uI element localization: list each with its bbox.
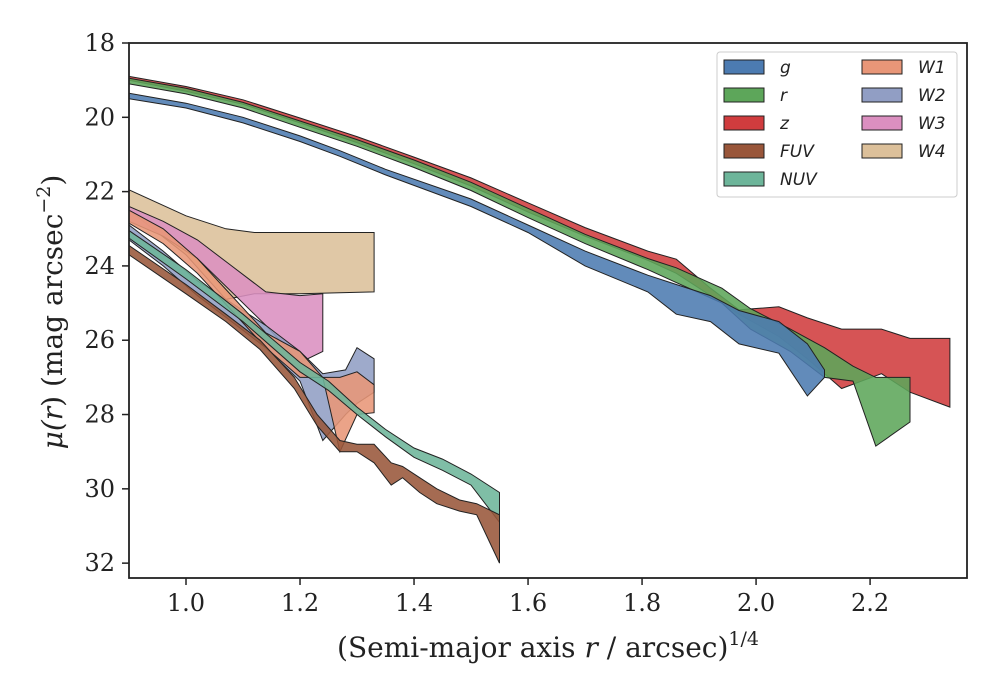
legend-label-g: g bbox=[780, 58, 791, 78]
x-tick-label: 1.6 bbox=[509, 589, 547, 617]
x-tick-label: 1.2 bbox=[281, 589, 319, 617]
legend-swatch-w4 bbox=[861, 143, 903, 159]
legend-swatch-w3 bbox=[861, 115, 903, 131]
band-fuv bbox=[129, 244, 500, 564]
y-tick-label: 32 bbox=[84, 549, 115, 577]
legend-swatch-r bbox=[723, 87, 765, 103]
y-tick-label: 18 bbox=[84, 29, 115, 57]
x-tick-label: 2.2 bbox=[851, 589, 889, 617]
legend-label-w3: W3 bbox=[918, 114, 946, 134]
legend-label-z: z bbox=[779, 114, 790, 134]
legend-label-fuv: FUV bbox=[780, 142, 815, 162]
legend-label-nuv: NUV bbox=[780, 170, 818, 190]
x-tick-label: 1.4 bbox=[395, 589, 433, 617]
x-tick-label: 1.0 bbox=[167, 589, 205, 617]
chart-axes: 1.0 1.2 1.4 1.6 1.8 2.0 2.2 18 20 22 24 26 28 30 32 bbox=[84, 29, 968, 617]
legend-swatch-z bbox=[723, 115, 765, 131]
legend-label-r: r bbox=[780, 86, 788, 106]
band-w1 bbox=[129, 209, 375, 454]
legend-swatch-g bbox=[723, 59, 765, 75]
chart-bands bbox=[129, 75, 951, 564]
legend-label-w4: W4 bbox=[918, 142, 946, 162]
y-axis-label: μ(r) (mag arcsec−2) bbox=[33, 175, 69, 450]
y-tick-label: 20 bbox=[84, 103, 115, 131]
legend-label-w1: W1 bbox=[918, 58, 946, 78]
chart-legend: grz FUV NUV W1 W2 W3 W4 bbox=[716, 51, 958, 198]
y-tick-label: 22 bbox=[84, 178, 115, 206]
legend-swatch-nuv bbox=[723, 171, 765, 187]
y-tick-label: 28 bbox=[84, 401, 115, 429]
band-r bbox=[129, 77, 911, 447]
y-tick-label: 24 bbox=[84, 252, 115, 280]
legend-swatch-fuv bbox=[723, 143, 765, 159]
x-tick-label: 1.8 bbox=[623, 589, 661, 617]
y-tick-label: 26 bbox=[84, 326, 115, 354]
band-g bbox=[129, 92, 825, 397]
x-tick-label: 2.0 bbox=[737, 589, 775, 617]
x-axis-label: (Semi-major axis r / arcsec)1/4 bbox=[337, 628, 759, 664]
legend-label-w2: W2 bbox=[918, 86, 946, 106]
legend-swatch-w2 bbox=[861, 87, 903, 103]
legend-swatch-w1 bbox=[861, 59, 903, 75]
plot-frame bbox=[128, 42, 968, 579]
y-tick-label: 30 bbox=[84, 475, 115, 503]
